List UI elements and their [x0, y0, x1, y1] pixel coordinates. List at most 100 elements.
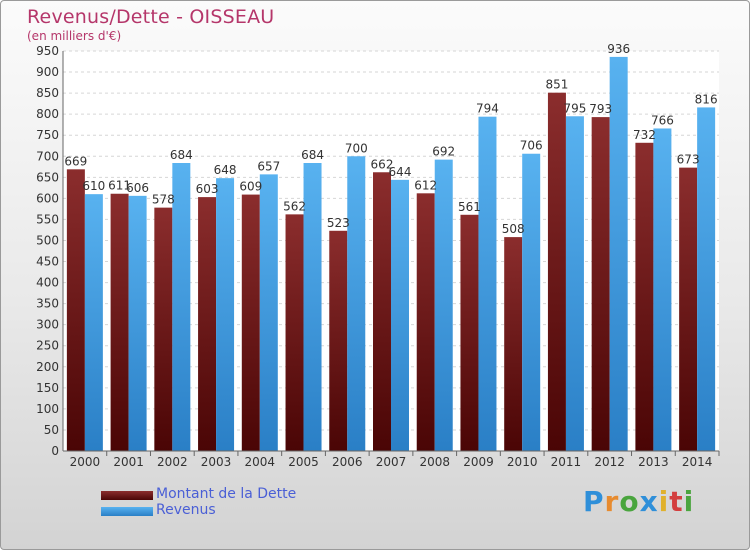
bar-dette: [154, 207, 173, 451]
bar-revenus: [259, 174, 278, 452]
bar-dette: [504, 237, 523, 451]
data-label-dette: 669: [64, 154, 87, 168]
x-tick-label: 2004: [245, 455, 276, 469]
proxiti-logo: Proxiti: [583, 485, 694, 518]
data-label-revenus: 648: [214, 163, 237, 177]
logo-letter: r: [604, 485, 620, 518]
data-label-revenus: 795: [563, 101, 586, 115]
y-tick-label: 850: [36, 86, 59, 100]
y-tick-label: 950: [36, 44, 59, 58]
legend-label-revenus: Revenus: [156, 502, 216, 518]
y-tick-label: 550: [36, 212, 59, 226]
y-tick-label: 600: [36, 191, 59, 205]
bar-revenus: [565, 116, 584, 452]
bar-revenus: [653, 128, 672, 451]
data-label-dette: 851: [545, 78, 568, 92]
bar-dette: [635, 142, 654, 451]
logo-letter: o: [619, 485, 640, 518]
data-label-dette: 561: [458, 200, 481, 214]
bar-revenus: [522, 153, 541, 451]
bar-dette: [241, 194, 260, 451]
y-tick-label: 800: [36, 107, 59, 121]
y-tick-label: 650: [36, 170, 59, 184]
data-label-revenus: 684: [170, 148, 193, 162]
bar-revenus: [128, 195, 147, 451]
bar-dette: [110, 193, 129, 451]
legend-swatch-dette: [101, 491, 153, 500]
x-tick-label: 2014: [682, 455, 713, 469]
logo-letter: P: [583, 485, 605, 518]
data-label-dette: 612: [414, 178, 437, 192]
bar-dette: [679, 167, 698, 451]
data-label-revenus: 610: [82, 179, 105, 193]
bar-revenus: [434, 159, 453, 451]
logo-letter: t: [669, 485, 684, 518]
data-label-revenus: 766: [651, 113, 674, 127]
data-label-revenus: 692: [432, 145, 455, 159]
bar-dette: [66, 169, 85, 451]
data-label-dette: 673: [677, 153, 700, 167]
x-tick-label: 2011: [551, 455, 582, 469]
data-label-dette: 609: [239, 180, 262, 194]
data-label-dette: 508: [502, 222, 525, 236]
data-label-dette: 611: [108, 179, 131, 193]
bar-revenus: [303, 163, 322, 451]
logo-letter: i: [683, 485, 695, 518]
data-label-revenus: 606: [126, 181, 149, 195]
bar-dette: [373, 172, 391, 451]
data-label-revenus: 816: [695, 92, 718, 106]
x-tick-label: 2007: [376, 455, 407, 469]
y-tick-label: 900: [36, 65, 59, 79]
x-tick-label: 2009: [463, 455, 494, 469]
data-label-revenus: 700: [345, 141, 368, 155]
bar-dette: [285, 214, 304, 451]
data-label-revenus: 794: [476, 102, 499, 116]
data-label-dette: 578: [152, 193, 175, 207]
legend-label-dette: Montant de la Dette: [156, 486, 297, 502]
data-label-revenus: 657: [257, 159, 280, 173]
data-label-revenus: 706: [520, 139, 543, 153]
x-tick-label: 2013: [638, 455, 669, 469]
y-tick-label: 0: [51, 444, 59, 458]
bar-revenus: [697, 107, 716, 451]
bar-dette: [198, 197, 217, 451]
x-tick-label: 2005: [288, 455, 319, 469]
logo-letter: i: [658, 485, 670, 518]
bar-dette: [416, 193, 435, 451]
bar-revenus: [347, 156, 366, 451]
data-label-revenus: 936: [607, 42, 630, 56]
data-label-dette: 562: [283, 199, 306, 213]
x-tick-label: 2006: [332, 455, 363, 469]
data-label-dette: 662: [371, 157, 394, 171]
y-tick-label: 200: [36, 360, 59, 374]
y-tick-label: 50: [44, 423, 59, 437]
x-tick-label: 2003: [201, 455, 232, 469]
bar-dette: [460, 214, 479, 451]
x-tick-label: 2000: [70, 455, 101, 469]
bar-dette: [547, 92, 566, 452]
bar-revenus: [84, 194, 103, 451]
y-tick-label: 150: [36, 381, 59, 395]
bar-revenus: [391, 179, 409, 451]
y-tick-label: 100: [36, 402, 59, 416]
chart-title: Revenus/Dette - OISSEAU: [27, 6, 275, 28]
y-tick-label: 400: [36, 276, 59, 290]
x-tick-label: 2001: [113, 455, 144, 469]
bar-revenus: [216, 178, 235, 451]
y-tick-label: 250: [36, 339, 59, 353]
x-tick-label: 2008: [419, 455, 450, 469]
x-tick-label: 2002: [157, 455, 188, 469]
data-label-dette: 523: [327, 216, 350, 230]
bar-revenus: [478, 116, 497, 452]
data-label-dette: 732: [633, 128, 656, 142]
data-label-revenus: 644: [389, 165, 412, 179]
legend-swatch-revenus: [101, 507, 153, 516]
y-tick-label: 700: [36, 149, 59, 163]
x-tick-label: 2012: [594, 455, 625, 469]
y-tick-label: 500: [36, 233, 59, 247]
logo-letter: x: [639, 485, 659, 518]
y-tick-label: 300: [36, 318, 59, 332]
y-tick-label: 350: [36, 297, 59, 311]
